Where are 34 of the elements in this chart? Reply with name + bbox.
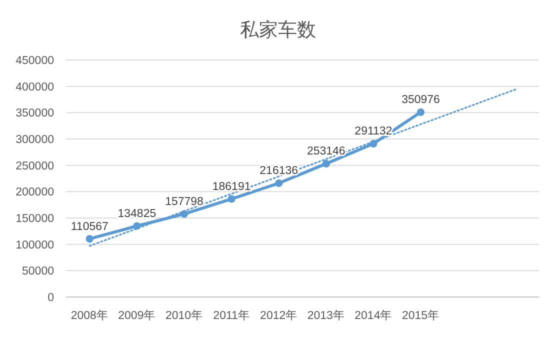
y-tick-label: 400000 bbox=[16, 81, 54, 94]
y-tick-label: 450000 bbox=[16, 55, 54, 67]
data-label: 134825 bbox=[118, 208, 156, 220]
x-tick-label: 2011年 bbox=[213, 309, 250, 322]
data-label: 291132 bbox=[354, 126, 392, 138]
y-tick-label: 100000 bbox=[16, 239, 54, 252]
point bbox=[370, 140, 378, 148]
chart-title: 私家车数 bbox=[240, 19, 316, 41]
data-label: 350976 bbox=[402, 94, 440, 106]
point bbox=[275, 179, 283, 187]
y-tick-label: 50000 bbox=[22, 266, 54, 278]
data-label: 157798 bbox=[165, 196, 204, 208]
x-tick-label: 2009年 bbox=[118, 309, 156, 322]
y-tick-label: 150000 bbox=[16, 213, 54, 225]
point bbox=[86, 234, 94, 243]
y-tick-label: 350000 bbox=[16, 108, 54, 120]
data-label: 110567 bbox=[70, 220, 108, 233]
y-tick-label: 300000 bbox=[16, 134, 54, 146]
point bbox=[180, 210, 188, 218]
point bbox=[228, 195, 236, 203]
point bbox=[133, 222, 141, 230]
data-label: 253146 bbox=[306, 146, 346, 158]
point bbox=[416, 108, 425, 116]
x-tick-label: 2013年 bbox=[307, 309, 345, 322]
y-tick-label: 0 bbox=[48, 292, 54, 304]
y-tick-label: 250000 bbox=[16, 160, 54, 172]
x-tick-label: 2015年 bbox=[402, 309, 440, 322]
data-label: 186191 bbox=[212, 180, 251, 193]
x-tick-label: 2010年 bbox=[165, 309, 204, 322]
x-tick-label: 2014年 bbox=[354, 309, 392, 322]
y-tick-label: 200000 bbox=[16, 186, 54, 199]
x-tick-label: 2012年 bbox=[260, 309, 298, 322]
point bbox=[322, 160, 330, 168]
x-tick-label: 2008年 bbox=[70, 309, 108, 322]
